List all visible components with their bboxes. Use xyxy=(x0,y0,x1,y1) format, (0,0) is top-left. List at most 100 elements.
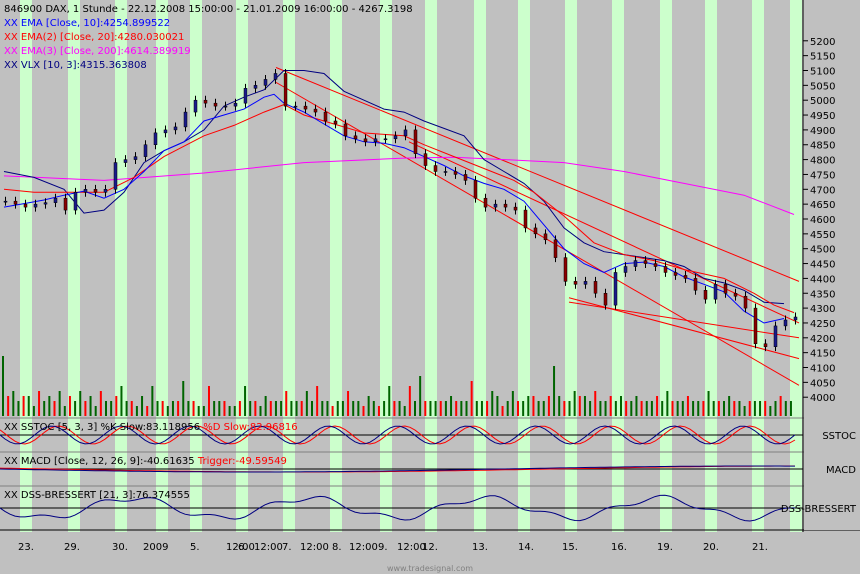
volume-bar xyxy=(38,391,41,416)
candle-body xyxy=(473,180,478,199)
candle-body xyxy=(753,307,758,344)
volume-bar xyxy=(58,391,61,416)
candle-body xyxy=(23,203,28,208)
volume-bar xyxy=(372,401,375,416)
time-tick-label: 9. xyxy=(378,542,388,553)
candle-body xyxy=(83,189,88,193)
candle-body xyxy=(223,105,228,108)
volume-bar xyxy=(589,401,592,416)
volume-bar xyxy=(789,401,792,416)
volume-bar xyxy=(357,401,360,416)
macd-signal-legend: Trigger:-49.59549 xyxy=(197,456,287,467)
volume-bar xyxy=(68,396,71,416)
volume-bar xyxy=(604,401,607,416)
volume-bar xyxy=(311,401,313,416)
price-tick-label: 4300 xyxy=(810,304,835,315)
price-tick-label: 5150 xyxy=(810,52,835,63)
candle-body xyxy=(3,200,8,203)
candle-body xyxy=(443,171,448,173)
volume-bar xyxy=(558,396,561,416)
volume-bar xyxy=(656,396,659,416)
price-tick-label: 4550 xyxy=(810,230,835,241)
price-tick-label: 4850 xyxy=(810,141,835,152)
candle-body xyxy=(183,111,188,128)
price-tick-label: 4350 xyxy=(810,289,835,300)
dss-legend[interactable]: XX DSS-BRESSERT [21, 3]:76.374555 xyxy=(4,490,190,501)
volume-bar xyxy=(233,406,236,416)
volume-bar xyxy=(352,401,355,416)
volume-bar xyxy=(43,401,46,416)
candle-body xyxy=(63,197,68,211)
volume-bar xyxy=(733,401,736,416)
volume-bar xyxy=(414,401,416,416)
volume-bar xyxy=(254,401,257,416)
candle-body xyxy=(353,135,358,140)
volume-bar xyxy=(429,401,432,416)
volume-bar xyxy=(32,406,35,416)
volume-bar xyxy=(686,396,689,416)
volume-bar xyxy=(274,401,277,416)
price-tick-label: 4150 xyxy=(810,349,835,360)
volume-bar xyxy=(511,391,514,416)
volume-bar xyxy=(578,396,581,416)
price-tick-label: 4950 xyxy=(810,111,835,122)
candle-body xyxy=(53,197,58,203)
candle-body xyxy=(283,73,288,107)
candle-body xyxy=(733,293,738,297)
volume-bar xyxy=(244,386,247,416)
volume-bar xyxy=(532,396,535,416)
price-tick-label: 4100 xyxy=(810,364,835,375)
candle-body xyxy=(143,144,148,157)
candle-body xyxy=(123,159,128,163)
candle-body xyxy=(453,171,458,175)
time-tick-label: 20. xyxy=(703,542,719,553)
volume-bar xyxy=(434,401,437,416)
volume-bar xyxy=(202,406,205,416)
volume-bar xyxy=(450,396,453,416)
candle-body xyxy=(583,281,588,285)
macd-legend[interactable]: XX MACD [Close, 12, 26, 9]:-40.61635 Tri… xyxy=(4,456,287,467)
volume-bar xyxy=(264,396,267,416)
volume-bar xyxy=(367,396,370,416)
trend-channel-line xyxy=(408,141,800,324)
volume-bar xyxy=(197,406,200,416)
volume-bar xyxy=(774,401,777,416)
legend-ema10[interactable]: XX EMA [Close, 10]:4254.899522 xyxy=(4,18,170,29)
candle-body xyxy=(273,73,278,80)
candle-body xyxy=(293,105,298,108)
time-tick-label: 7. xyxy=(282,542,292,553)
time-tick-label: 12. xyxy=(422,542,438,553)
candle-body xyxy=(743,295,748,309)
legend-ema20[interactable]: XX EMA(2) [Close, 20]:4280.030021 xyxy=(4,32,184,43)
volume-bar xyxy=(94,406,97,416)
volume-bar xyxy=(290,401,293,416)
volume-bar xyxy=(269,401,272,416)
legend-ema200[interactable]: XX EMA(3) [Close, 200]:4614.389919 xyxy=(4,46,191,57)
session-stripe xyxy=(752,0,764,532)
volume-bar xyxy=(573,391,576,416)
chart-header: 846900 DAX, 1 Stunde - 22.12.2008 15:00:… xyxy=(4,4,413,15)
volume-bar xyxy=(141,396,144,416)
candle-body xyxy=(773,325,778,347)
volume-bar xyxy=(424,401,427,416)
session-stripe xyxy=(518,0,530,532)
candle-body xyxy=(523,209,528,229)
volume-bar xyxy=(166,406,169,416)
volume-bar xyxy=(187,401,190,416)
volume-bar xyxy=(728,396,731,416)
sstoc-legend[interactable]: XX SSTOC [5, 3, 3] %K Slow:83.118956 %D … xyxy=(4,422,298,433)
candle-body xyxy=(593,281,598,294)
price-tick-label: 5050 xyxy=(810,81,835,92)
indicator-legend[interactable]: XX EMA [Close, 10]:4254.899522 XX EMA(2) … xyxy=(4,18,191,71)
price-tick-label: 4000 xyxy=(810,393,835,404)
legend-vlx[interactable]: XX VLX [10, 3]:4315.363808 xyxy=(4,60,147,71)
price-tick-label: 4700 xyxy=(810,185,835,196)
volume-bar xyxy=(666,391,669,416)
candle-body xyxy=(483,197,488,208)
time-axis: 23. 29. 30. 2009 5. 12:006. 12:00 7. 12:00 8. 12:0… xyxy=(18,542,768,553)
volume-bar xyxy=(542,401,545,416)
candle-body xyxy=(423,153,428,166)
candle-body xyxy=(203,99,208,104)
volume-bar xyxy=(527,396,530,416)
